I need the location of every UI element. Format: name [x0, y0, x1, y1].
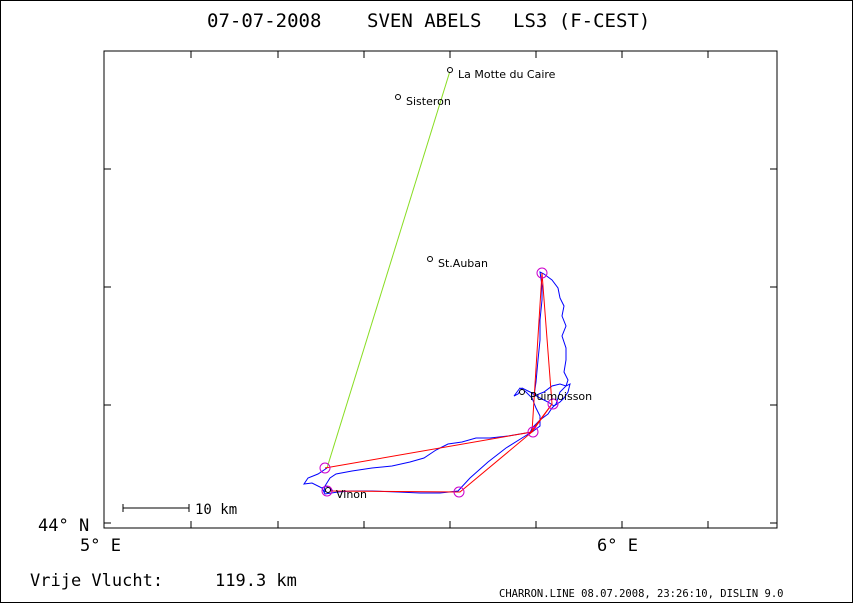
free-flight-line	[326, 70, 451, 469]
axis-ticks	[104, 51, 777, 528]
header-pilot: SVEN ABELS	[367, 10, 481, 32]
place-markers: La Motte du Caire Sisteron St.Auban Puim…	[325, 67, 592, 501]
summary-label: Vrije Vlucht:	[30, 571, 163, 591]
lon-label-5e: 5° E	[80, 536, 121, 556]
place-label: St.Auban	[438, 257, 488, 270]
turnpoint-circle	[321, 485, 333, 497]
task-route-north	[529, 272, 553, 434]
turnpoint-circle	[453, 486, 465, 498]
place-marker	[427, 256, 433, 262]
flight-track	[302, 271, 571, 495]
scale-bar-label: 10 km	[195, 502, 237, 518]
header-date: 07-07-2008	[207, 10, 321, 32]
lon-label-6e: 6° E	[597, 536, 638, 556]
place-label: Vinon	[336, 488, 367, 501]
turnpoint-circle	[527, 426, 539, 438]
turnpoint-circle	[319, 462, 331, 474]
header-glider: LS3 (F-CEST)	[513, 10, 650, 32]
summary-distance: 119.3 km	[215, 571, 297, 591]
turnpoints	[319, 267, 559, 498]
place-marker	[395, 94, 401, 100]
turnpoint-circle	[536, 267, 548, 279]
lat-label: 44° N	[38, 516, 89, 536]
footer-credit: CHARRON.LINE 08.07.2008, 23:26:10, DISLI…	[499, 588, 783, 600]
place-marker	[447, 67, 453, 73]
turnpoint-circle	[547, 398, 559, 410]
map-plot-area	[103, 50, 778, 529]
place-label: La Motte du Caire	[458, 68, 556, 81]
task-route	[324, 431, 534, 493]
place-marker	[519, 389, 525, 395]
scale-bar: 10 km	[122, 502, 237, 518]
place-label: Sisteron	[406, 95, 451, 108]
place-label: Puimoisson	[530, 390, 592, 403]
place-marker	[325, 487, 331, 493]
